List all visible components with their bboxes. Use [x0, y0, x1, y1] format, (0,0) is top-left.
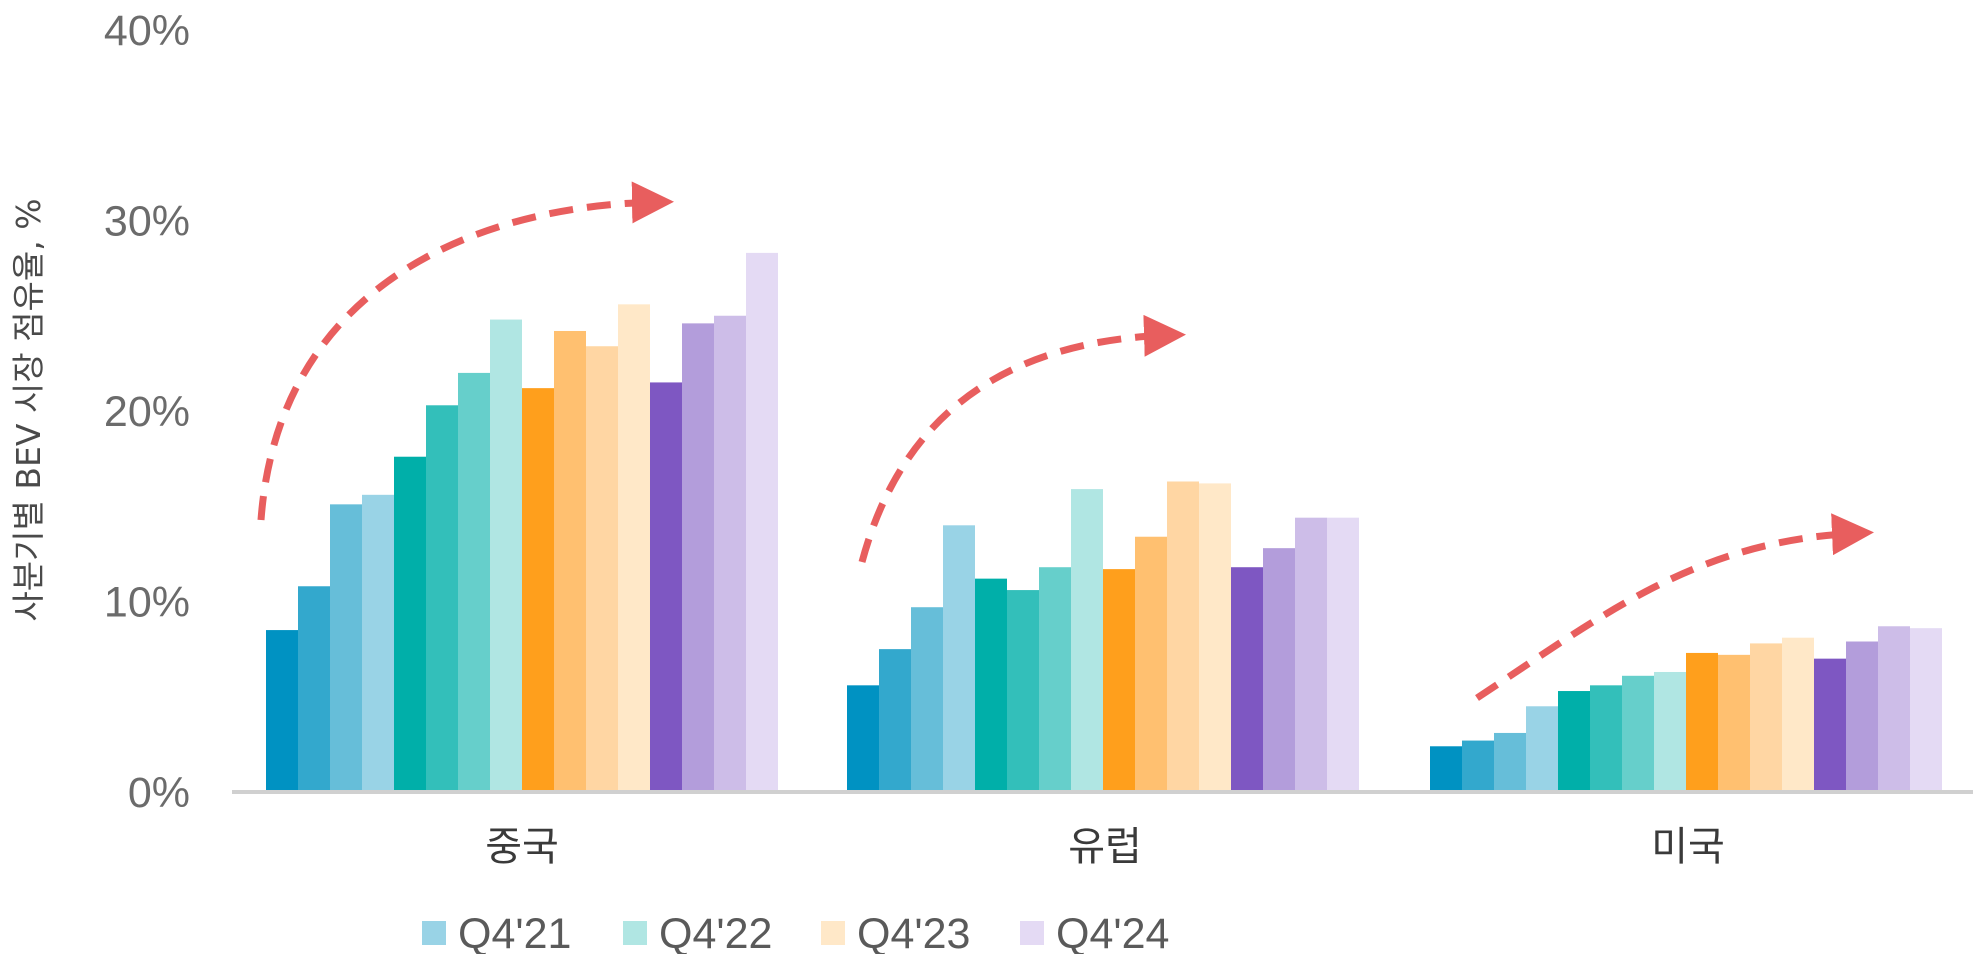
trend-arrows — [257, 181, 1874, 701]
bar — [554, 330, 586, 792]
bars — [266, 252, 1942, 792]
y-axis: 0% 10% 20% 30% 40% — [104, 7, 190, 817]
bar — [1814, 658, 1846, 792]
legend-label: Q4'22 — [659, 910, 772, 954]
legend-swatch — [821, 921, 845, 945]
legend-item: Q4'24 — [1020, 910, 1169, 954]
bar — [298, 586, 330, 792]
bar — [1750, 643, 1782, 792]
trend-arrow-us — [1475, 513, 1874, 701]
bar — [1263, 548, 1295, 792]
bar-group — [847, 481, 1359, 792]
bar-group — [266, 252, 778, 792]
category-label: 미국 — [1651, 824, 1725, 870]
legend-item: Q4'23 — [821, 910, 970, 954]
legend: Q4'21 Q4'22 Q4'23 Q4'24 — [422, 910, 1169, 954]
bar — [1199, 483, 1231, 792]
bar — [682, 323, 714, 792]
bar — [847, 685, 879, 792]
bar — [330, 504, 362, 792]
legend-swatch — [623, 921, 647, 945]
bar — [1071, 489, 1103, 792]
bar — [1590, 685, 1622, 792]
legend-swatch — [422, 921, 446, 945]
legend-item: Q4'22 — [623, 910, 772, 954]
bar — [1654, 671, 1686, 792]
bar — [1007, 590, 1039, 792]
bar — [1526, 706, 1558, 792]
bar-group — [1430, 626, 1942, 792]
bar — [1846, 641, 1878, 792]
bar — [1622, 675, 1654, 792]
x-axis: 중국 유럽 미국 — [485, 824, 1725, 870]
bar — [975, 578, 1007, 792]
bar — [1558, 691, 1590, 792]
bar — [1167, 481, 1199, 792]
bar — [1103, 569, 1135, 792]
bar — [1430, 746, 1462, 792]
legend-swatch — [1020, 921, 1044, 945]
bar — [943, 525, 975, 792]
category-label: 중국 — [485, 824, 559, 870]
legend-label: Q4'23 — [857, 910, 970, 954]
bar — [911, 607, 943, 792]
bar — [618, 304, 650, 792]
legend-label: Q4'24 — [1056, 910, 1169, 954]
bar — [1039, 567, 1071, 792]
bar — [1494, 732, 1526, 792]
bar — [1910, 628, 1942, 792]
bar — [362, 494, 394, 792]
bar — [1686, 652, 1718, 792]
bar — [1327, 517, 1359, 792]
bar — [1878, 626, 1910, 792]
bar — [1782, 637, 1814, 792]
bar — [1231, 567, 1263, 792]
legend-item: Q4'21 — [422, 910, 571, 954]
bar — [1135, 536, 1167, 792]
bar — [1462, 740, 1494, 792]
category-label: 유럽 — [1068, 824, 1142, 870]
bar — [522, 388, 554, 792]
bar — [879, 649, 911, 792]
bar — [266, 630, 298, 792]
bar — [458, 372, 490, 792]
y-tick-label: 30% — [104, 198, 190, 246]
y-tick-label: 10% — [104, 579, 190, 627]
bar — [394, 456, 426, 792]
bar — [1718, 654, 1750, 792]
bar — [490, 319, 522, 792]
bar — [746, 252, 778, 792]
y-axis-label: 사분기별 BEV 시장 점유율, % — [9, 198, 48, 621]
y-tick-label: 20% — [104, 388, 190, 436]
trend-arrow-china — [257, 181, 674, 521]
bar — [650, 382, 682, 792]
legend-label: Q4'21 — [458, 910, 571, 954]
y-tick-label: 40% — [104, 7, 190, 55]
bar — [714, 315, 746, 792]
bar — [586, 346, 618, 792]
trend-arrow-europe — [858, 314, 1186, 563]
y-tick-label: 0% — [128, 769, 190, 817]
bar — [426, 405, 458, 792]
bar — [1295, 517, 1327, 792]
